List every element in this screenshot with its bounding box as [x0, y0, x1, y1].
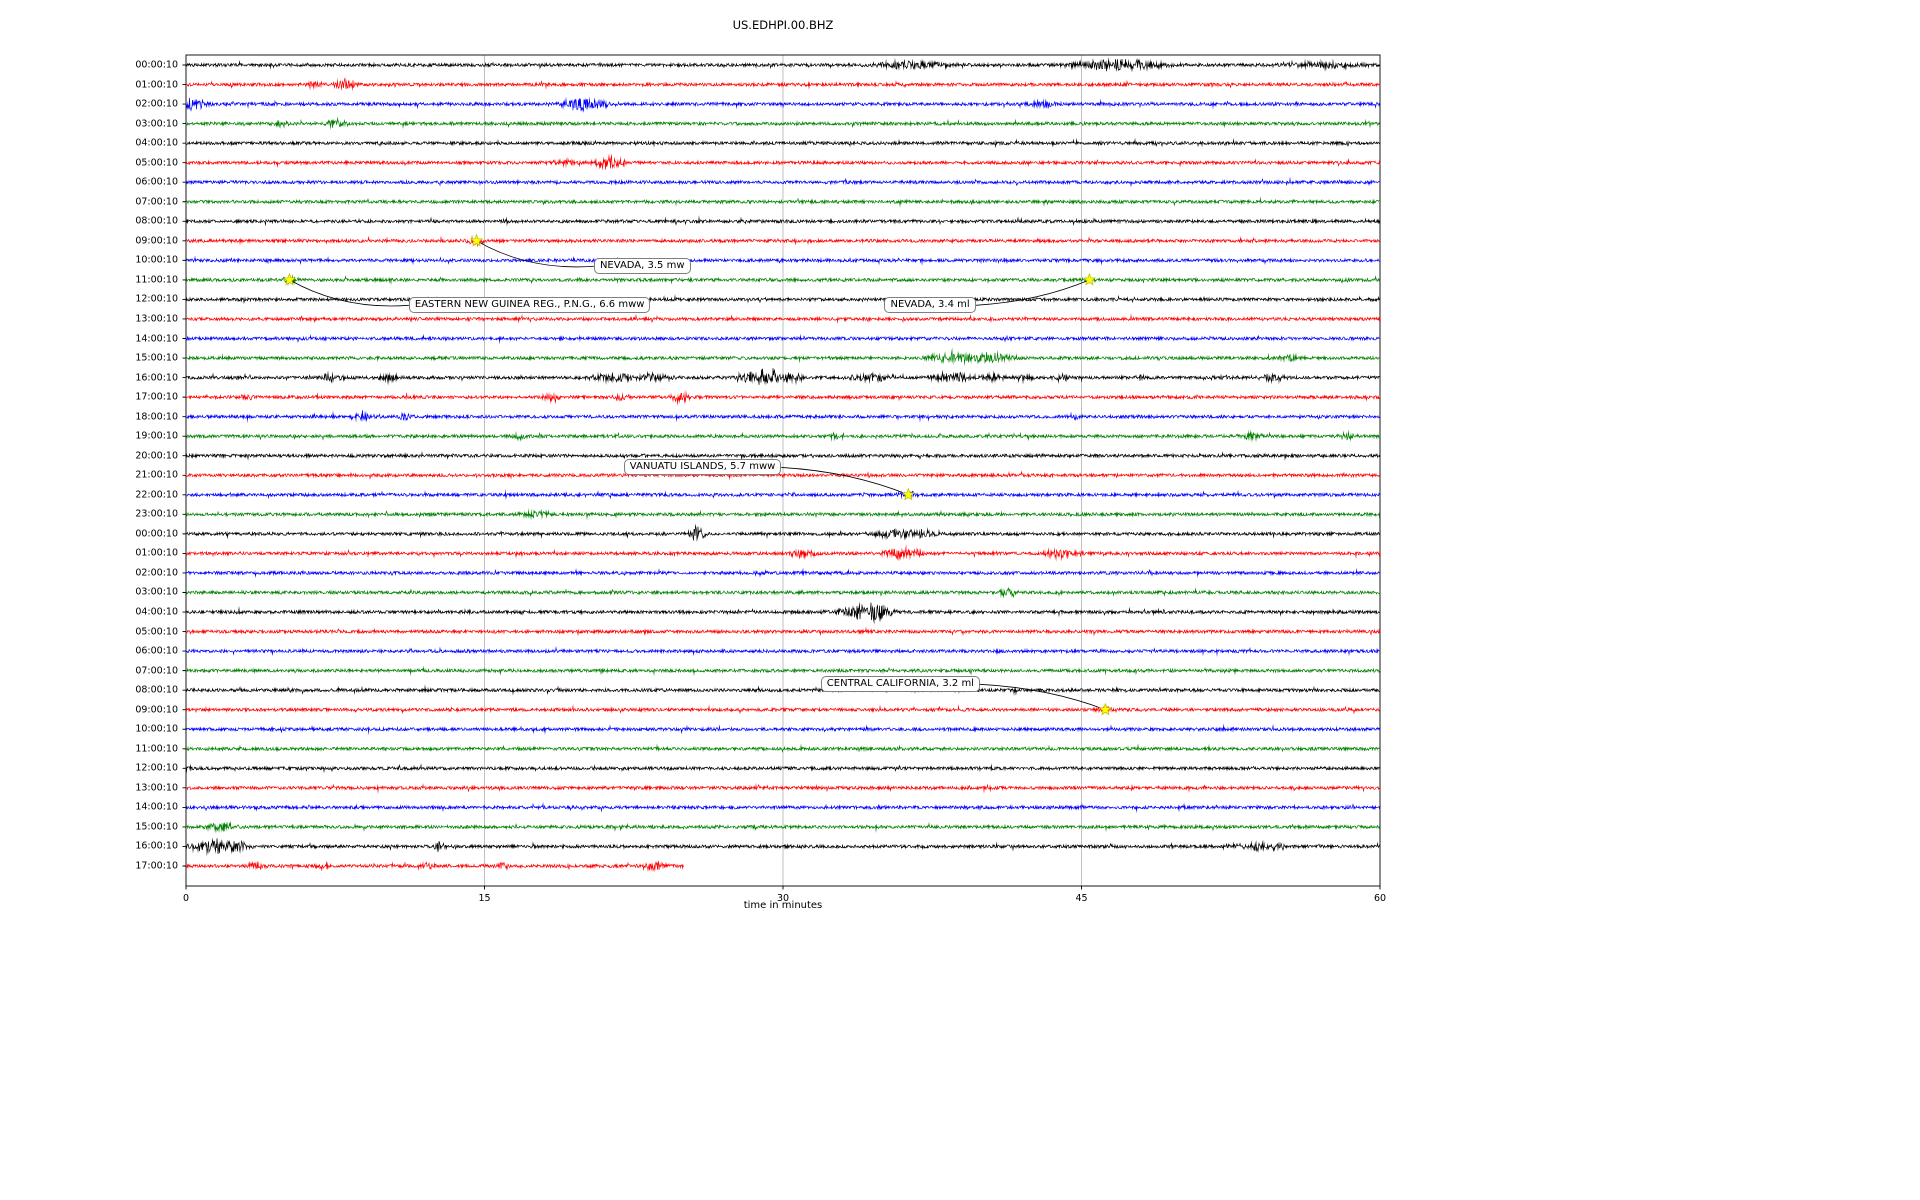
event-annotation: EASTERN NEW GUINEA REG., P.N.G., 6.6 mww: [408, 297, 651, 314]
y-tick-label: 02:00:10: [135, 98, 178, 110]
y-tick-label: 07:00:10: [135, 665, 178, 677]
y-tick-label: 14:00:10: [135, 333, 178, 344]
y-tick-label: 06:00:10: [135, 176, 178, 188]
y-tick-label: 01:00:10: [135, 79, 178, 91]
y-tick-label: 02:00:10: [135, 567, 178, 579]
y-tick-label: 19:00:10: [135, 430, 178, 442]
y-tick-label: 11:00:10: [135, 274, 178, 286]
y-tick-label: 13:00:10: [135, 313, 178, 325]
y-tick-label: 03:00:10: [135, 118, 178, 130]
y-tick-label: 04:00:10: [135, 137, 178, 149]
y-tick-label: 20:00:10: [135, 450, 178, 462]
y-tick-label: 17:00:10: [135, 391, 178, 403]
y-tick-label: 03:00:10: [135, 586, 178, 598]
y-tick-label: 14:00:10: [135, 801, 178, 813]
y-tick-label: 22:00:10: [135, 489, 178, 501]
y-tick-label: 01:00:10: [135, 547, 178, 559]
y-tick-label: 17:00:10: [135, 860, 178, 872]
y-tick-label: 00:00:10: [135, 528, 178, 540]
event-annotation: NEVADA, 3.4 ml: [884, 297, 976, 314]
y-tick-label: 08:00:10: [135, 684, 178, 696]
y-tick-label: 10:00:10: [135, 723, 178, 735]
y-tick-label: 07:00:10: [135, 196, 178, 208]
event-annotation: CENTRAL CALIFORNIA, 3.2 ml: [820, 676, 980, 693]
y-tick-label: 05:00:10: [135, 157, 178, 169]
x-tick-label: 60: [1373, 893, 1387, 904]
y-tick-label: 10:00:10: [135, 254, 178, 266]
y-tick-label: 09:00:10: [135, 235, 178, 247]
event-annotation: VANUATU ISLANDS, 5.7 mww: [623, 459, 782, 476]
y-tick-label: 23:00:10: [135, 508, 178, 520]
y-tick-label: 18:00:10: [135, 411, 178, 423]
y-tick-label: 21:00:10: [135, 469, 178, 481]
chart-title: US.EDHPI.00.BHZ: [732, 18, 834, 32]
x-tick-label: 30: [776, 893, 790, 904]
y-tick-label: 05:00:10: [135, 626, 178, 638]
y-tick-label: 12:00:10: [135, 293, 178, 305]
y-tick-label: 15:00:10: [135, 352, 178, 364]
x-tick-label: 15: [478, 893, 491, 904]
y-tick-label: 15:00:10: [135, 821, 178, 833]
y-tick-label: 09:00:10: [135, 704, 178, 716]
y-tick-label: 08:00:10: [135, 215, 178, 227]
y-tick-label: 13:00:10: [135, 782, 178, 794]
y-tick-label: 12:00:10: [135, 762, 178, 774]
x-tick-label: 45: [1075, 893, 1088, 904]
y-tick-label: 16:00:10: [135, 840, 178, 852]
x-axis-label: time in minutes: [743, 900, 823, 911]
y-tick-label: 00:00:10: [135, 59, 178, 71]
y-tick-label: 06:00:10: [135, 645, 178, 657]
y-tick-label: 04:00:10: [135, 606, 178, 618]
x-tick-label: 0: [182, 893, 190, 904]
event-annotation: NEVADA, 3.5 mw: [593, 258, 691, 275]
y-tick-label: 16:00:10: [135, 372, 178, 384]
y-tick-label: 11:00:10: [135, 743, 178, 755]
